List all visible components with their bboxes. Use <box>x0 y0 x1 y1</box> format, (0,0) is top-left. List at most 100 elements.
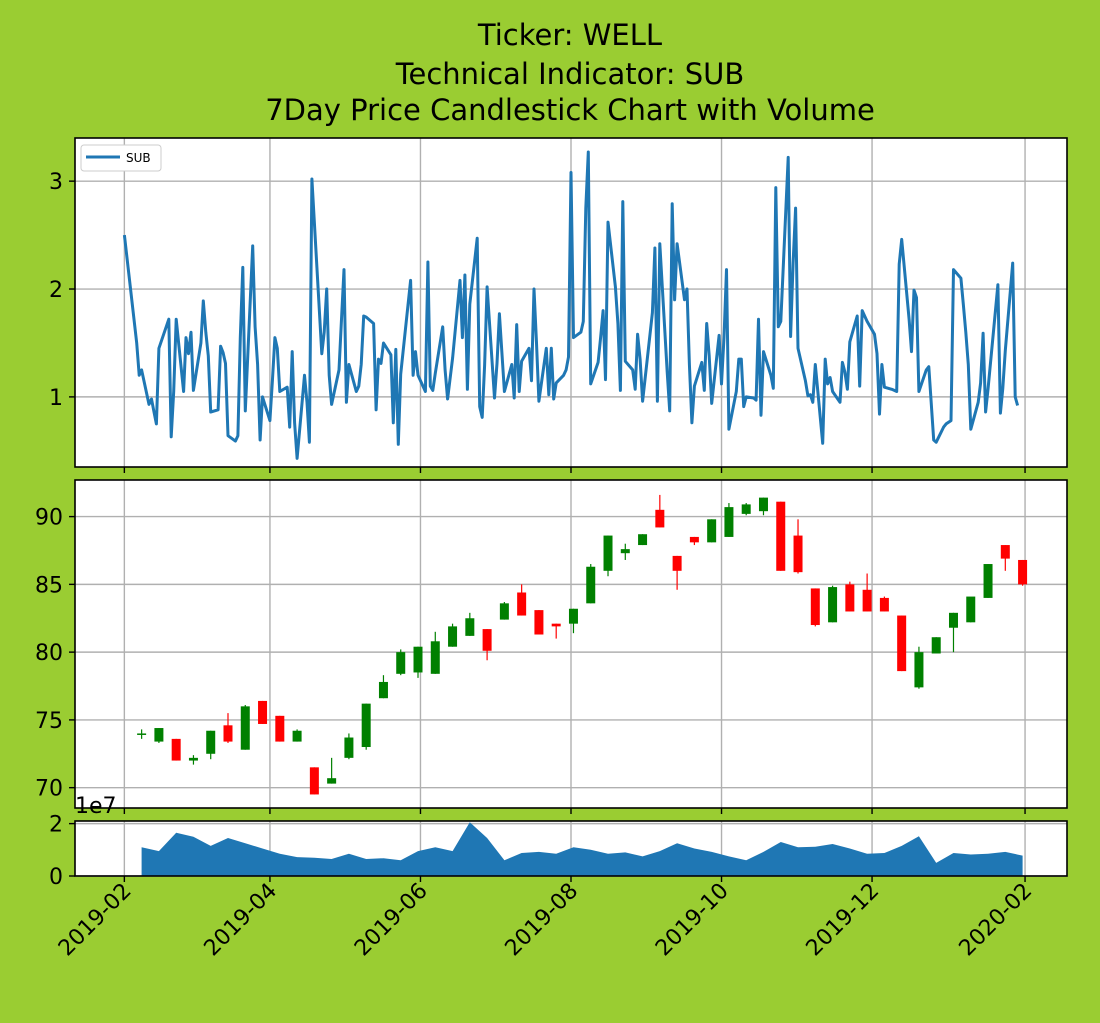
title-line-1: Ticker: WELL <box>477 18 662 52</box>
candlestick <box>655 494 665 528</box>
candle-body <box>638 534 648 546</box>
candlestick <box>828 585 838 623</box>
candle-body <box>344 737 354 758</box>
legend-label: SUB <box>126 151 151 165</box>
y-tick-label: 85 <box>35 573 63 598</box>
indicator-series <box>122 150 1020 460</box>
candle-body <box>240 706 250 750</box>
indicator-x-ticks <box>123 467 1026 473</box>
volume-y-axis: 02 <box>49 813 75 890</box>
candle-body <box>551 623 561 627</box>
candle-body <box>689 536 699 543</box>
candlestick <box>1000 545 1010 571</box>
candle-body <box>396 652 406 674</box>
candle-body <box>931 637 941 654</box>
candle-body <box>568 608 578 624</box>
candle-body <box>499 603 509 620</box>
volume-panel: 02 1e7 2019-02 2019-04 2019-06 2019-08 2019-… <box>49 794 1068 961</box>
price-panel: 70 75 80 85 90 <box>35 479 1068 814</box>
candlestick <box>344 733 354 760</box>
candle-body <box>914 652 924 688</box>
candle-body <box>810 588 820 626</box>
candle-body <box>672 555 682 571</box>
candle-body <box>758 497 768 512</box>
x-tick-label: 2019-04 <box>200 879 283 962</box>
candlestick <box>879 596 889 612</box>
candle-body <box>534 610 544 635</box>
candle-body <box>966 596 976 623</box>
candle-body <box>707 519 717 543</box>
candle-body <box>879 597 889 612</box>
x-tick-label: 2020-02 <box>955 879 1038 962</box>
chart-title: Ticker: WELL Technical Indicator: SUB 7D… <box>265 18 875 127</box>
x-axis: 2019-02 2019-04 2019-06 2019-08 2019-10 2019-… <box>54 876 1037 961</box>
candle-body <box>223 725 233 742</box>
candle-body <box>206 730 216 754</box>
candle-body <box>258 700 268 724</box>
y-tick-label: 70 <box>35 777 63 802</box>
candle-body <box>603 535 613 571</box>
y-tick-label: 0 <box>49 865 63 890</box>
candle-body <box>948 612 958 628</box>
candle-body <box>741 504 751 514</box>
candlestick <box>499 601 509 620</box>
candlestick <box>517 584 527 616</box>
candlestick <box>275 715 285 742</box>
price-y-axis: 70 75 80 85 90 <box>35 506 75 802</box>
candlestick <box>707 519 717 543</box>
candle-body <box>724 507 734 537</box>
volume-area <box>141 822 1023 876</box>
candle-body <box>188 757 198 761</box>
candle-body <box>1018 559 1028 585</box>
y-tick-label: 1 <box>49 386 63 411</box>
candlestick <box>188 755 198 765</box>
x-tick-label: 2019-02 <box>54 879 137 962</box>
candlestick <box>586 564 596 604</box>
candlestick <box>568 608 578 634</box>
candlestick <box>534 610 544 635</box>
candle-body <box>275 715 285 742</box>
candlestick <box>966 596 976 623</box>
y-tick-label: 90 <box>35 506 63 531</box>
candlestick <box>914 646 924 689</box>
candle-body <box>897 615 907 672</box>
candlestick <box>741 503 751 516</box>
candlestick <box>137 729 147 739</box>
candlestick <box>1018 559 1028 586</box>
candlestick <box>862 573 872 612</box>
candlestick <box>206 730 216 760</box>
price-x-ticks <box>123 808 1026 814</box>
candlestick <box>551 623 561 639</box>
candle-body <box>828 587 838 623</box>
candle-body <box>361 703 371 748</box>
x-tick-label: 2019-10 <box>651 879 734 962</box>
candlestick <box>845 581 855 612</box>
y-tick-label: 2 <box>49 278 63 303</box>
candlesticks <box>137 494 1028 795</box>
candlestick <box>448 623 458 647</box>
candle-body <box>517 592 527 616</box>
candle-body <box>154 728 164 742</box>
indicator-panel: SUB 1 2 3 <box>49 137 1068 473</box>
x-tick-label: 2019-08 <box>501 879 584 962</box>
candle-body <box>465 618 475 636</box>
candle-body <box>1000 545 1010 559</box>
candlestick <box>482 629 492 661</box>
legend-box <box>80 144 162 172</box>
candle-body <box>309 767 319 795</box>
candlestick <box>378 675 388 699</box>
candle-body <box>448 626 458 647</box>
candle-body <box>620 549 630 554</box>
candlestick <box>327 757 337 784</box>
indicator-legend: SUB <box>80 144 162 172</box>
candlestick <box>724 503 734 537</box>
candlestick <box>603 535 613 577</box>
candle-body <box>171 738 181 761</box>
candlestick <box>638 534 648 546</box>
candlestick <box>672 555 682 590</box>
candle-body <box>482 629 492 651</box>
candle-body <box>378 681 388 699</box>
y-tick-label: 75 <box>35 709 63 734</box>
indicator-y-axis: 1 2 3 <box>49 170 75 411</box>
